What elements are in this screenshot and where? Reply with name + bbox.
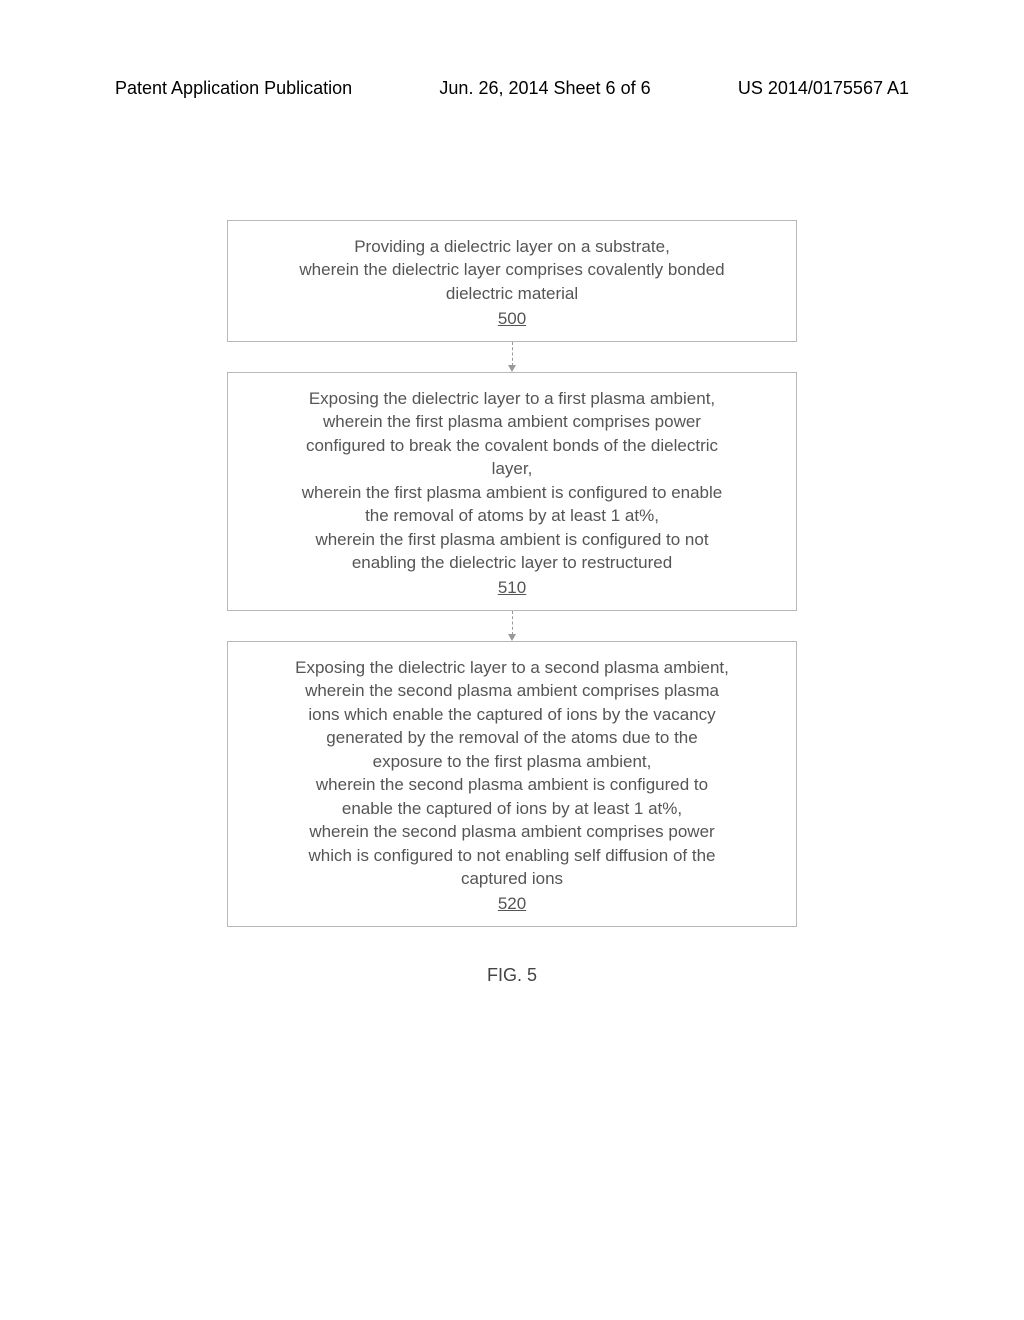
flow-text: Providing a dielectric layer on a substr… (246, 235, 778, 305)
flow-ref: 500 (498, 307, 526, 330)
arrow-down-icon (508, 342, 516, 372)
arrow-down-icon (508, 611, 516, 641)
header-left: Patent Application Publication (115, 78, 352, 99)
flow-text: Exposing the dielectric layer to a secon… (246, 656, 778, 891)
flow-box-510: Exposing the dielectric layer to a first… (227, 372, 797, 611)
flow-box-500: Providing a dielectric layer on a substr… (227, 220, 797, 342)
flow-text: Exposing the dielectric layer to a first… (246, 387, 778, 575)
flow-ref: 520 (498, 892, 526, 915)
page-header: Patent Application Publication Jun. 26, … (115, 78, 909, 99)
patent-page: Patent Application Publication Jun. 26, … (0, 0, 1024, 1320)
flowchart: Providing a dielectric layer on a substr… (0, 220, 1024, 986)
flow-box-520: Exposing the dielectric layer to a secon… (227, 641, 797, 927)
header-center: Jun. 26, 2014 Sheet 6 of 6 (439, 78, 650, 99)
flow-ref: 510 (498, 576, 526, 599)
header-right: US 2014/0175567 A1 (738, 78, 909, 99)
figure-label: FIG. 5 (487, 965, 537, 986)
